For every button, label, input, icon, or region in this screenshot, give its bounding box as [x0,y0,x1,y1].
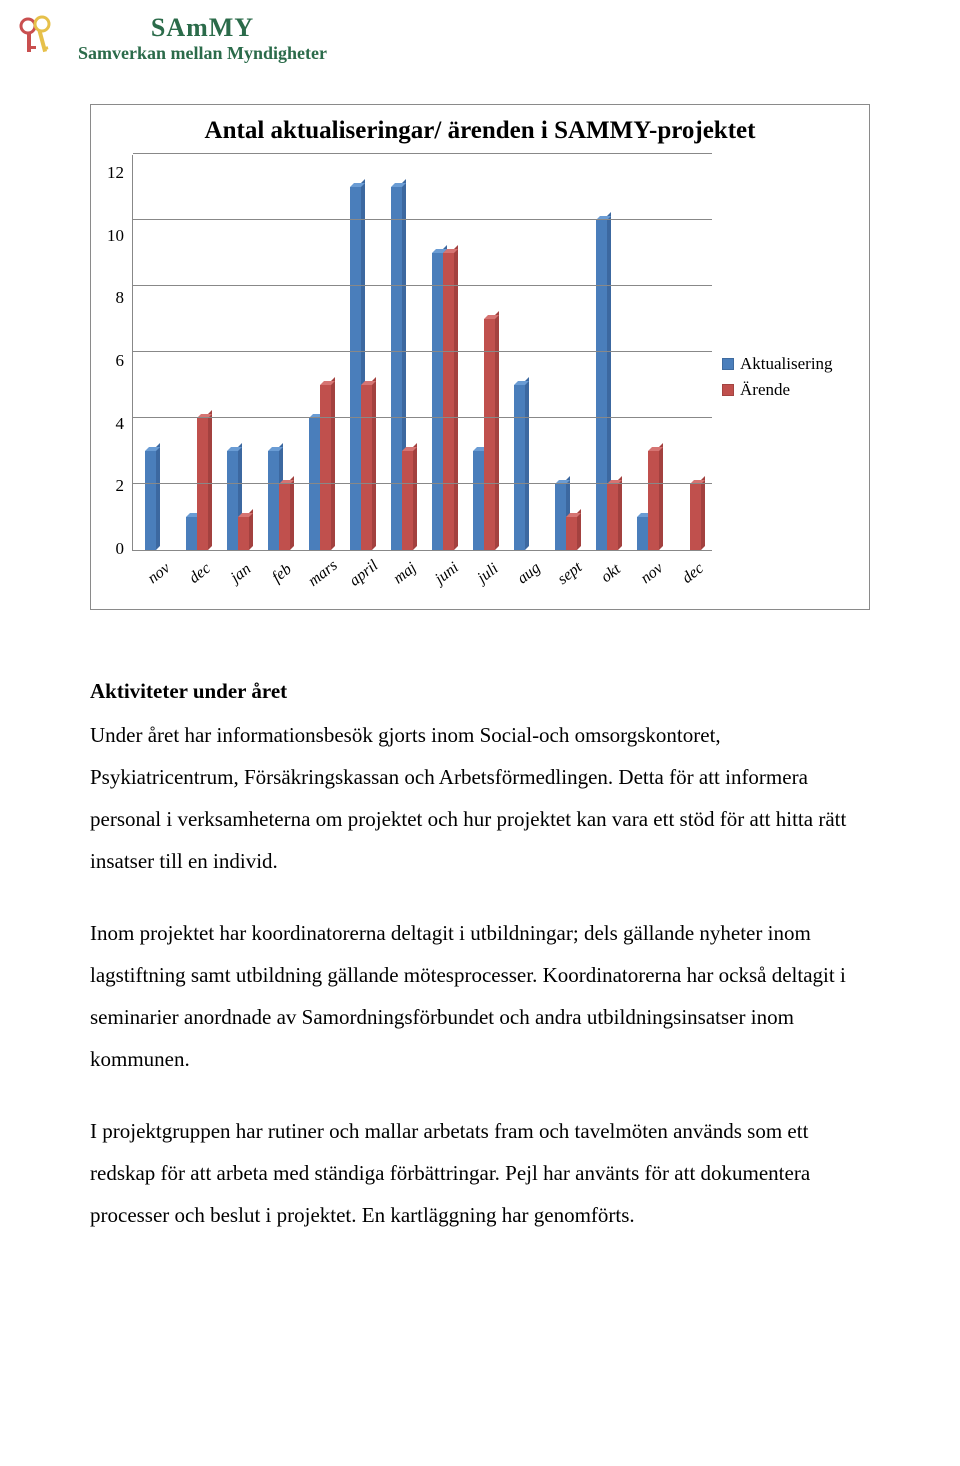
chart-bar [473,451,484,550]
chart-bar [443,253,454,550]
chart-legend: Aktualisering Ärende [722,354,833,406]
chart-bar [268,451,279,550]
chart-bar-group [423,253,464,550]
chart-gridline [133,483,712,484]
chart-bar [320,385,331,550]
chart-y-tick: 2 [107,476,124,496]
legend-swatch [722,384,734,396]
chart-x-label: juli [466,554,509,593]
legend-item: Ärende [722,380,833,400]
chart-bar [566,517,577,550]
legend-label: Aktualisering [740,354,833,374]
chart-bar-group [587,220,628,550]
chart-bar [402,451,413,550]
chart-bar [279,484,290,550]
chart-bar-group [217,451,258,550]
chart-x-label: dec [179,554,222,593]
chart-bar [350,187,361,550]
chart-bar [186,517,197,550]
legend-item: Aktualisering [722,354,833,374]
chart-x-label: jan [220,554,263,593]
chart-bar-group [505,385,546,550]
chart-bar [361,385,372,550]
chart-bar [238,517,249,550]
chart-y-tick: 10 [107,226,124,246]
chart-bar-group [135,451,176,550]
legend-label: Ärende [740,380,790,400]
chart-y-tick: 8 [107,288,124,308]
chart-bar [145,451,156,550]
chart-container: Antal aktualiseringar/ ärenden i SAMMY-p… [90,104,870,610]
header-text: SAmMY Samverkan mellan Myndigheter [78,13,327,64]
chart-gridline [133,417,712,418]
chart-bar [391,187,402,550]
chart-bar-group [381,187,422,550]
chart-x-label: dec [672,554,715,593]
page-header: SAmMY Samverkan mellan Myndigheter [10,12,870,64]
chart-bars [133,155,712,550]
chart-bar [690,484,701,550]
chart-area: 121086420 novdecjanfebmarsaprilmajjuniju… [107,155,853,605]
chart-x-labels: novdecjanfebmarsaprilmajjunijuliaugsepto… [133,560,712,578]
chart-plot: novdecjanfebmarsaprilmajjunijuliaugsepto… [132,155,712,551]
chart-bar [648,451,659,550]
chart-y-axis: 121086420 [107,155,132,551]
chart-y-tick: 4 [107,414,124,434]
chart-bar-group [464,319,505,550]
chart-x-label: nov [138,554,181,593]
body-paragraph: I projektgruppen har rutiner och mallar … [90,1110,870,1236]
header-title: SAmMY [78,13,327,43]
chart-x-label: aug [507,554,550,593]
logo-keys-icon [10,12,62,64]
chart-y-tick: 0 [107,539,124,559]
chart-x-label: juni [425,554,468,593]
chart-bar [227,451,238,550]
chart-bar-group [340,187,381,550]
chart-x-label: mars [302,554,345,593]
chart-x-label: april [343,554,386,593]
chart-y-tick: 6 [107,351,124,371]
chart-bar [637,517,648,550]
chart-x-label: okt [589,554,632,593]
chart-bar-group [299,385,340,550]
chart-x-label: maj [384,554,427,593]
chart-bar [555,484,566,550]
chart-gridline [133,285,712,286]
chart-bar [514,385,525,550]
chart-bar [197,418,208,550]
chart-y-tick: 12 [107,163,124,183]
chart-x-label: nov [630,554,673,593]
chart-x-label: feb [261,554,304,593]
chart-bar-group [669,484,710,550]
chart-x-label: sept [548,554,591,593]
chart-bar-group [258,451,299,550]
chart-bar [607,484,618,550]
legend-swatch [722,358,734,370]
chart-bar [596,220,607,550]
chart-bar [432,253,443,550]
body-heading: Aktiviteter under året [90,670,870,712]
chart-bar-group [546,484,587,550]
body-paragraph: Inom projektet har koordinatorerna delta… [90,912,870,1080]
chart-gridline [133,219,712,220]
chart-bar [484,319,495,550]
chart-bar-group [628,451,669,550]
chart-gridline [133,351,712,352]
chart-title: Antal aktualiseringar/ ärenden i SAMMY-p… [107,117,853,145]
body-text: Aktiviteter under året Under året har in… [90,670,870,1236]
body-paragraph: Under året har informationsbesök gjorts … [90,714,870,882]
chart-gridline [133,153,712,154]
header-subtitle: Samverkan mellan Myndigheter [78,43,327,64]
chart-bar-group [176,418,217,550]
chart-bar [309,418,320,550]
